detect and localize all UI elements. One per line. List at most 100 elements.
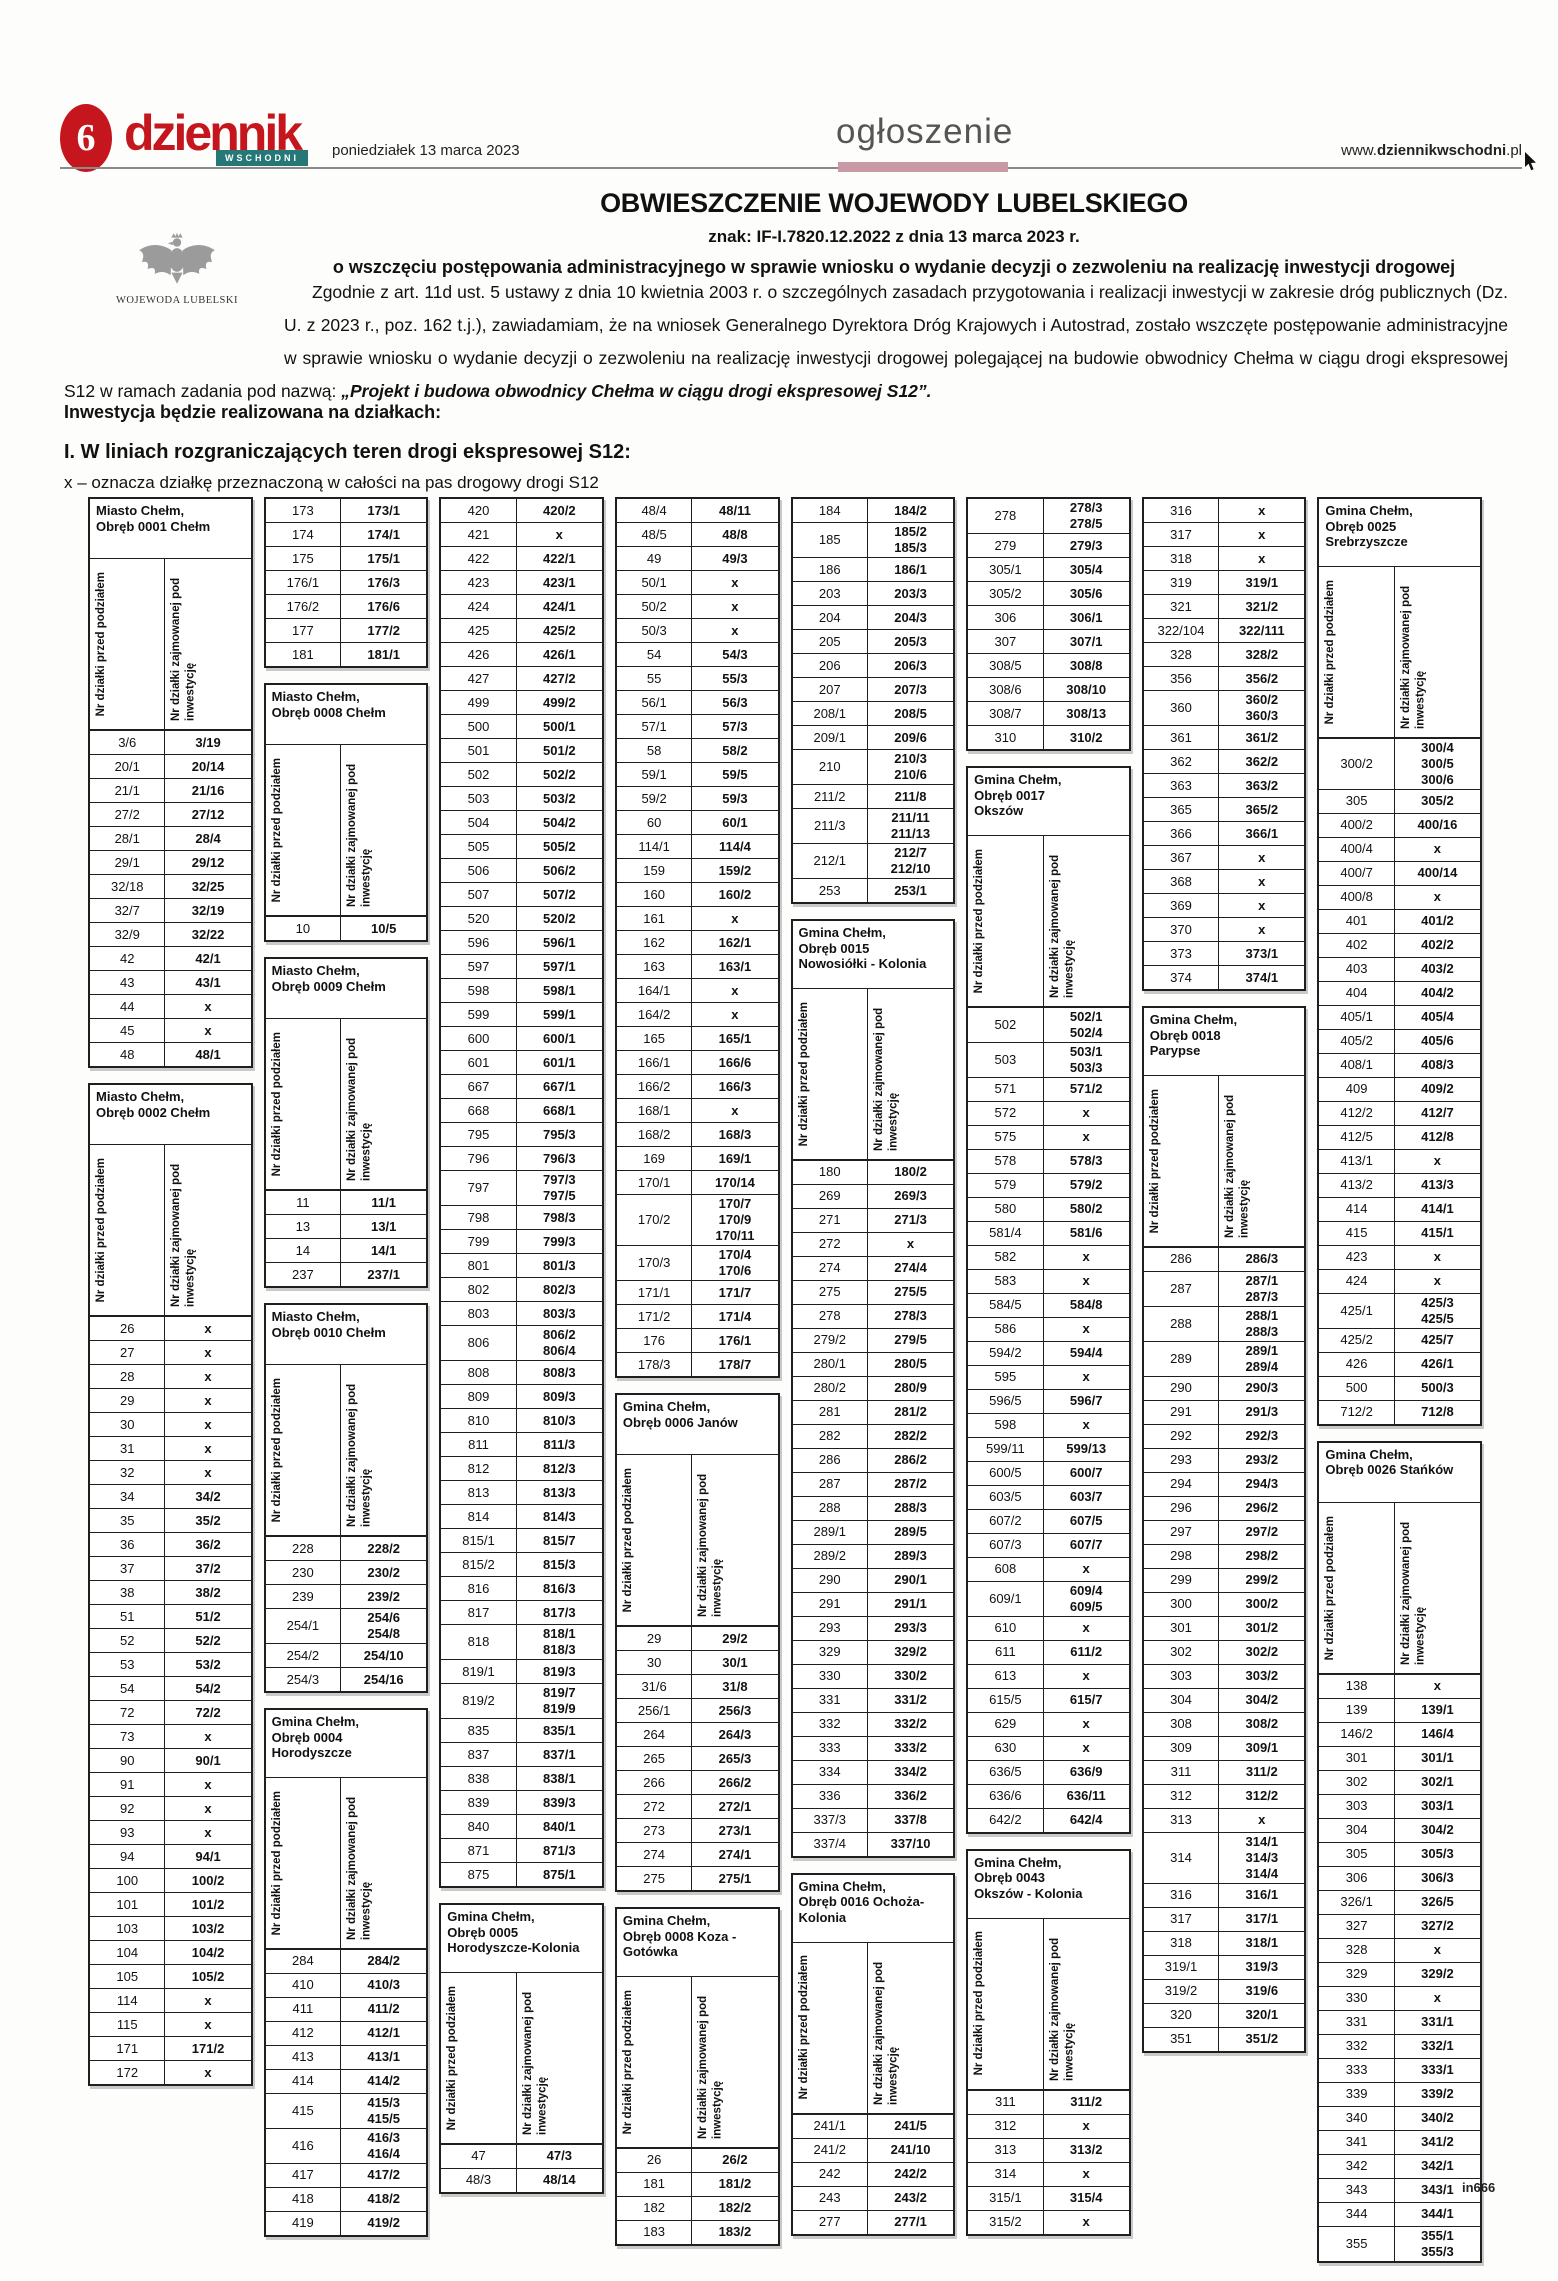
parcel-before: 499 <box>441 691 517 714</box>
parcel-after: 400/14 <box>1417 865 1458 881</box>
parcel-after: 507/2 <box>543 886 576 902</box>
table-row: 356 356/2 <box>1143 666 1305 690</box>
col-header-before-label: Nr działki przed podziałem <box>973 1931 986 2076</box>
table-row: 175 175/1 <box>265 546 427 570</box>
table-row: 162 162/1 <box>616 930 778 954</box>
parcel-before: 840 <box>441 1815 517 1838</box>
col-header-before-label: Nr działki przed podziałem <box>797 1955 810 2100</box>
parcel-after: 340/2 <box>1421 2110 1454 2126</box>
parcel-after: 105/2 <box>191 1968 225 1984</box>
table-row: 281 281/2 <box>792 1399 954 1424</box>
parcel-after: 636/9 <box>1069 1764 1103 1780</box>
parcel-before: 72 <box>90 1701 166 1724</box>
parcel-before: 93 <box>90 1821 166 1844</box>
table-row: 502 502/2 <box>441 762 602 786</box>
table-row: 169 169/1 <box>616 1146 778 1170</box>
parcel-before: 340 <box>1319 2106 1395 2130</box>
table-row: 185 185/2 185/3 <box>792 522 954 557</box>
parcel-after: 310/2 <box>1069 729 1103 745</box>
table-row: 402 402/2 <box>1319 932 1480 957</box>
parcel-before: 308 <box>1144 1712 1220 1736</box>
parcel-before: 266 <box>617 1771 693 1794</box>
parcel-before: 403 <box>1319 957 1395 981</box>
parcel-before: 114 <box>90 1989 166 2012</box>
parcel-before: 32/7 <box>90 899 166 922</box>
parcel-before: 598 <box>968 1413 1044 1437</box>
parcel-after: 412/7 <box>1421 1105 1454 1121</box>
table-row: 871 871/3 <box>441 1838 602 1862</box>
parcel-after: 209/6 <box>894 729 927 745</box>
parcel-after: x <box>731 910 739 926</box>
parcel-before: 425/2 <box>1319 1328 1395 1352</box>
parcel-after: 615/7 <box>1069 1692 1103 1708</box>
col-header-after-label: Nr działki zajmowanej pod inwestycję <box>1048 1937 1075 2081</box>
table-row: 291 291/3 <box>1143 1399 1305 1424</box>
table-row: 90 90/1 <box>90 1748 251 1772</box>
parcel-before: 415 <box>266 2093 342 2128</box>
parcel-after: 506/2 <box>543 862 576 878</box>
parcel-after: x <box>204 1728 212 1744</box>
legend-note: x – oznacza działkę przeznaczoną w całoś… <box>64 473 599 492</box>
table-row: 272 272/1 <box>616 1794 778 1818</box>
parcel-after: 361/2 <box>1245 729 1279 745</box>
parcel-after: 412/8 <box>1421 1129 1454 1145</box>
parcel-after: 304/2 <box>1245 1692 1279 1708</box>
parcel-after: x <box>555 526 563 542</box>
parcel-after: 185/2 185/3 <box>894 524 927 555</box>
table-row: 798 798/3 <box>441 1205 602 1229</box>
column-headers: Nr działki przed podziałem Nr działki zaj… <box>968 1918 1129 2090</box>
parcel-before: 318 <box>1144 547 1220 570</box>
parcel-after: x <box>731 574 739 590</box>
table-row: 575 x <box>968 1124 1129 1149</box>
table-row: 292 292/3 <box>1143 1423 1305 1448</box>
table-row: 368 x <box>1143 869 1305 893</box>
table-row: 316 316/1 <box>1143 1882 1305 1907</box>
parcel-before: 582 <box>968 1245 1044 1269</box>
table-row: 101 101/2 <box>90 1892 251 1916</box>
table-row: 53 53/2 <box>90 1652 251 1676</box>
parcel-before: 92 <box>90 1797 166 1820</box>
col-header-after-label: Nr działki zajmowanej pod inwestycję <box>346 763 373 907</box>
parcel-table: Gmina Chełm, Obręb 0026 Stańków Nr działk… <box>1317 1440 1482 2263</box>
table-row: 599 599/1 <box>441 1002 602 1026</box>
parcel-before: 814 <box>441 1505 517 1528</box>
table-row: 243 243/2 <box>792 2185 954 2210</box>
col-header-after: Nr działki zajmowanej pod inwestycję <box>868 1943 953 2113</box>
parcel-after: 332/2 <box>894 1716 927 1732</box>
parcel-before: 330 <box>793 1664 868 1688</box>
parcel-after: 275/1 <box>718 1870 752 1886</box>
table-row: 279 279/3 <box>968 533 1129 557</box>
table-row: 361 361/2 <box>1143 725 1305 749</box>
column-headers: Nr działki przed podziałem Nr działki zaj… <box>616 1976 778 2148</box>
table-row: 48 48/1 <box>90 1042 251 1066</box>
parcel-before: 400/4 <box>1319 837 1395 861</box>
col-header-before: Nr działki przed podziałem <box>266 1365 342 1535</box>
table-row: 206 206/3 <box>792 653 954 677</box>
parcel-before: 253 <box>793 879 868 902</box>
parcel-before: 13 <box>266 1215 342 1238</box>
parcel-before: 14 <box>266 1239 342 1262</box>
parcel-before: 290 <box>793 1568 868 1592</box>
announcement-header: OBWIESZCZENIE WOJEWODY LUBELSKIEGO znak:… <box>286 188 1502 278</box>
parcel-after: 300/4 300/5 300/6 <box>1421 739 1454 787</box>
parcel-after: x <box>1433 1678 1442 1694</box>
table-row: 875 875/1 <box>441 1862 602 1886</box>
parcel-before: 203 <box>793 582 868 605</box>
parcel-after: 297/2 <box>1245 1524 1279 1540</box>
footer-code: in666 <box>1462 2180 1496 2195</box>
table-row: 636/6 636/11 <box>968 1783 1129 1808</box>
parcel-before: 342 <box>1319 2154 1395 2178</box>
col-header-before: Nr działki przed podziałem <box>968 835 1044 1006</box>
parcel-after: 356/2 <box>1245 670 1279 686</box>
table-row: 337/4 337/10 <box>792 1831 954 1856</box>
table-row: 810 810/3 <box>441 1408 602 1432</box>
table-row: 32/9 32/22 <box>90 922 251 946</box>
parcel-table-continuation: 48/4 48/11 48/5 48/8 49 49/3 50/1 x 50/2 x 50/3 x 54… <box>614 497 780 1378</box>
table-row: 48/4 48/11 <box>617 499 778 522</box>
parcel-after: 176/6 <box>367 598 400 614</box>
parcel-after: 337/10 <box>890 1836 931 1852</box>
parcel-table: Miasto Chełm, Obręb 0002 Chełm Nr działki… <box>88 1083 253 2086</box>
table-row: 286 286/2 <box>792 1447 954 1472</box>
parcel-after: x <box>1082 1249 1090 1265</box>
parcel-before: 243 <box>793 2186 868 2210</box>
